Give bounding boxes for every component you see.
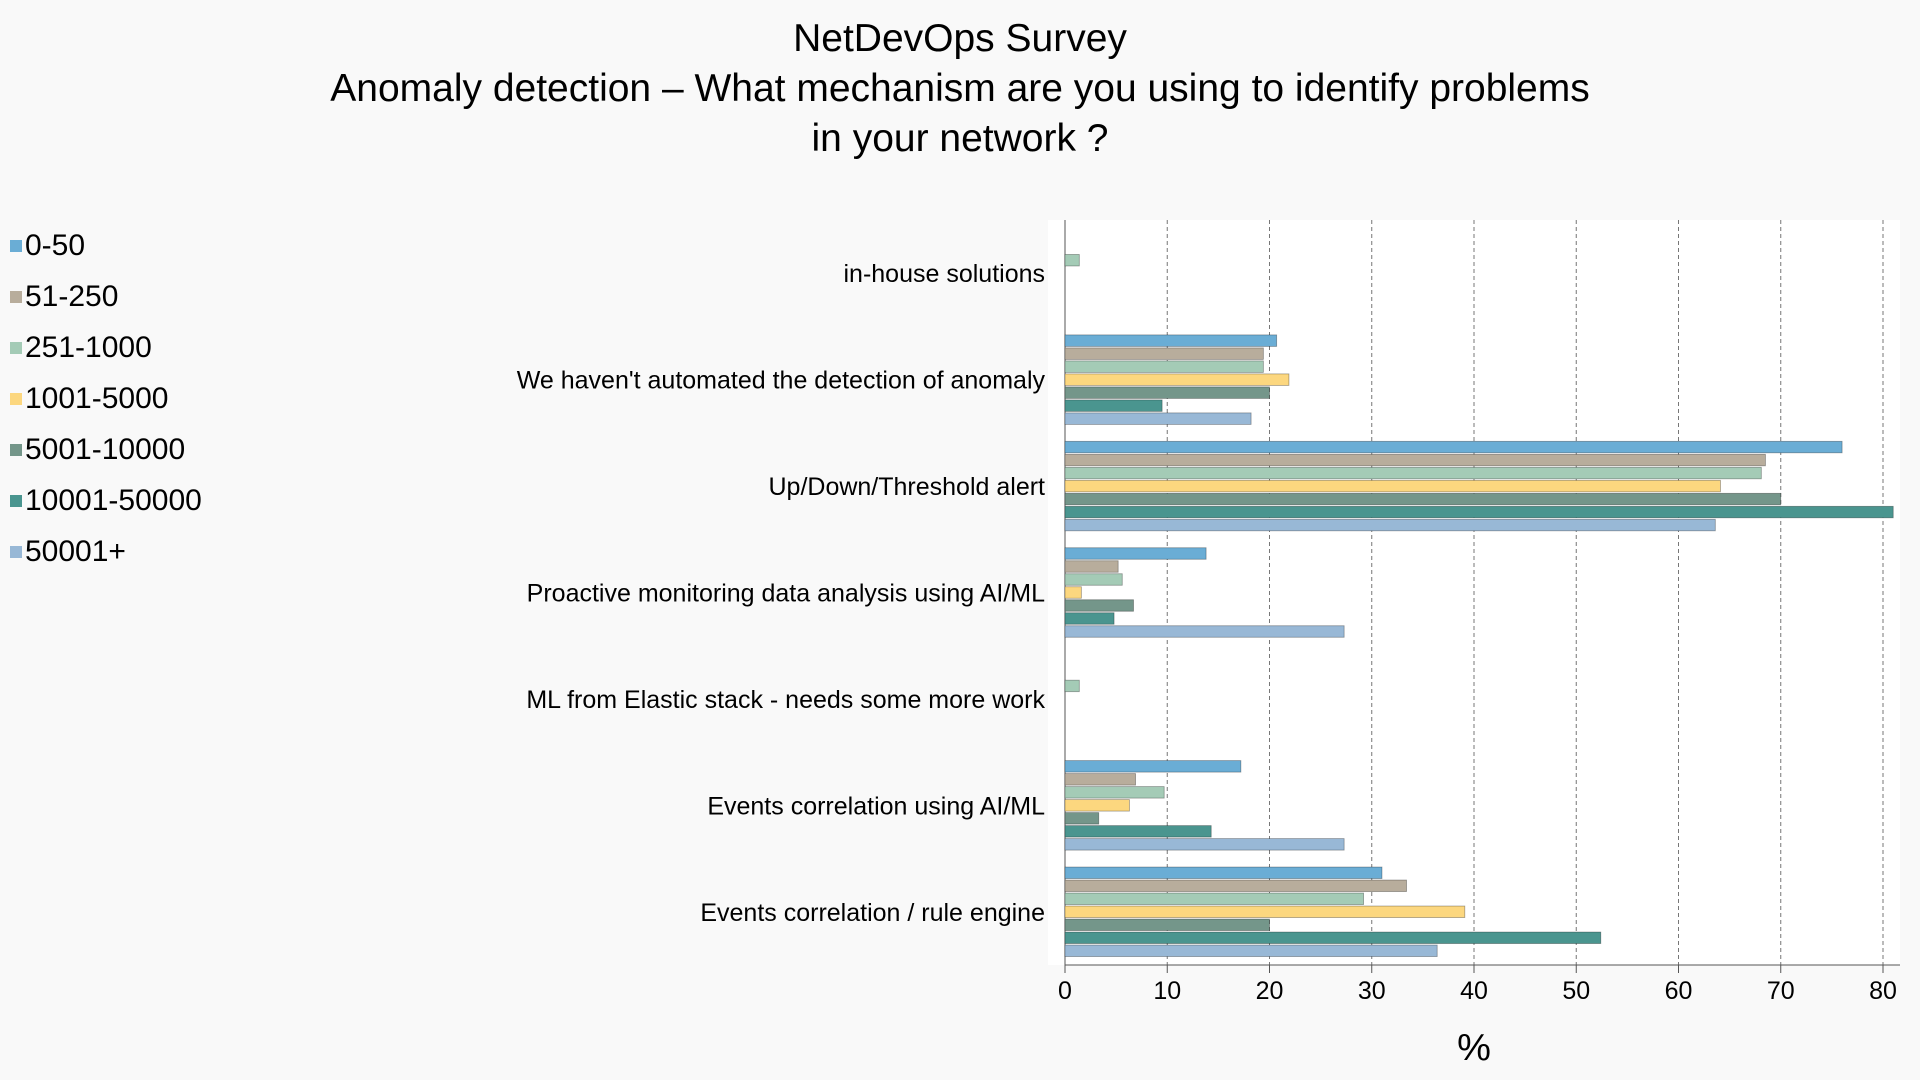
legend-swatch <box>10 545 22 558</box>
chart-subtitle-line-2: in your network ? <box>811 117 1109 160</box>
bar <box>1064 812 1100 825</box>
x-tick-label: 50 <box>1562 977 1590 1005</box>
legend-swatch <box>10 290 22 303</box>
legend-swatch <box>10 443 22 456</box>
bar <box>1064 612 1115 625</box>
legend-item: 251-1000 <box>10 322 202 373</box>
bar <box>1064 786 1165 799</box>
legend-label: 5001-10000 <box>25 432 186 466</box>
bar <box>1064 905 1466 918</box>
bar <box>1064 625 1345 638</box>
x-tick-label: 40 <box>1460 977 1488 1005</box>
bar <box>1064 547 1207 560</box>
bar <box>1064 586 1082 599</box>
legend-label: 1001-5000 <box>25 381 169 415</box>
category-label: We haven't automated the detection of an… <box>517 367 1046 395</box>
bar <box>1064 879 1407 892</box>
x-tick-label: 30 <box>1358 977 1386 1005</box>
bar <box>1064 399 1163 412</box>
bar <box>1064 760 1242 773</box>
bar <box>1064 479 1721 493</box>
bar <box>1064 866 1383 879</box>
bar <box>1064 254 1080 267</box>
bar <box>1064 505 1894 519</box>
bar <box>1064 518 1716 532</box>
bar <box>1064 373 1290 386</box>
bar <box>1064 918 1270 931</box>
legend-swatch <box>10 494 22 507</box>
category-label: ML from Elastic stack - needs some more … <box>526 686 1045 714</box>
category-label: Up/Down/Threshold alert <box>768 473 1045 501</box>
bar <box>1064 453 1766 467</box>
bar <box>1064 892 1364 905</box>
bar <box>1064 931 1602 944</box>
category-label: Proactive monitoring data analysis using… <box>527 580 1045 608</box>
legend-item: 50001+ <box>10 526 202 577</box>
bar <box>1064 944 1438 957</box>
bar <box>1064 838 1345 851</box>
bar <box>1064 773 1136 786</box>
chart-title: NetDevOps Survey <box>793 17 1127 60</box>
legend-item: 1001-5000 <box>10 373 202 424</box>
x-tick-label: 60 <box>1665 977 1693 1005</box>
bar <box>1064 799 1130 812</box>
x-tick-label: 70 <box>1767 977 1795 1005</box>
bar <box>1064 825 1212 838</box>
category-label: Events correlation using AI/ML <box>707 792 1045 820</box>
bar <box>1064 334 1278 347</box>
x-tick-label: 0 <box>1058 977 1072 1005</box>
bar <box>1064 360 1264 373</box>
legend-item: 51-250 <box>10 271 202 322</box>
chart-title-block: NetDevOps Survey Anomaly detection – Wha… <box>0 14 1920 164</box>
bar <box>1064 492 1782 506</box>
legend-label: 251-1000 <box>25 330 152 364</box>
legend-swatch <box>10 392 22 405</box>
legend-swatch <box>10 341 22 354</box>
category-label: Events correlation / rule engine <box>700 899 1045 927</box>
x-tick-label: 10 <box>1153 977 1181 1005</box>
legend-item: 10001-50000 <box>10 475 202 526</box>
bar <box>1064 412 1252 425</box>
legend-label: 50001+ <box>25 534 126 568</box>
bar <box>1064 466 1762 480</box>
legend-item: 0-50 <box>10 220 202 271</box>
legend-label: 51-250 <box>25 279 119 313</box>
bar <box>1064 679 1080 693</box>
legend-label: 10001-50000 <box>25 483 202 517</box>
legend-swatch <box>10 239 22 252</box>
bar <box>1064 560 1119 573</box>
chart-subtitle-line-1: Anomaly detection – What mechanism are y… <box>330 67 1590 110</box>
bar <box>1064 573 1123 586</box>
category-label: in-house solutions <box>843 260 1045 288</box>
legend-item: 5001-10000 <box>10 424 202 475</box>
bar <box>1064 440 1843 454</box>
x-axis-title: % <box>1457 1027 1491 1069</box>
legend: 0-50 51-250 251-1000 1001-5000 5001-10000 100… <box>10 220 202 577</box>
bar <box>1064 386 1270 399</box>
x-tick-label: 80 <box>1869 977 1897 1005</box>
x-tick-label: 20 <box>1256 977 1284 1005</box>
bar <box>1064 347 1264 360</box>
bar <box>1064 599 1134 612</box>
legend-label: 0-50 <box>25 228 86 262</box>
